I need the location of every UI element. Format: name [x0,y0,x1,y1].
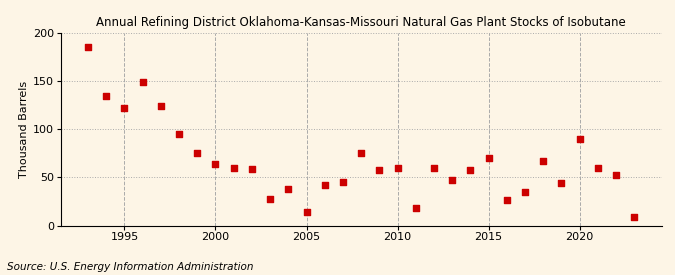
Point [392,166,403,170]
Point [210,162,221,166]
Point [137,80,148,84]
Point [593,166,603,170]
Point [356,151,367,155]
Point [483,156,494,160]
Point [173,132,184,136]
Point [192,151,202,155]
Point [629,214,640,219]
Point [82,45,93,50]
Point [119,106,130,110]
Point [246,166,257,171]
Point [574,137,585,141]
Point [520,190,531,194]
Point [101,94,111,98]
Title: Annual Refining District Oklahoma-Kansas-Missouri Natural Gas Plant Stocks of Is: Annual Refining District Oklahoma-Kansas… [97,16,626,29]
Point [556,181,567,185]
Point [429,166,439,170]
Point [374,167,385,172]
Point [502,197,512,202]
Point [265,196,275,201]
Y-axis label: Thousand Barrels: Thousand Barrels [18,81,28,178]
Point [155,104,166,108]
Text: Source: U.S. Energy Information Administration: Source: U.S. Energy Information Administ… [7,262,253,272]
Point [228,166,239,170]
Point [410,206,421,210]
Point [611,173,622,178]
Point [301,210,312,214]
Point [319,183,330,187]
Point [283,187,294,191]
Point [447,178,458,183]
Point [465,167,476,172]
Point [538,159,549,163]
Point [338,180,348,184]
